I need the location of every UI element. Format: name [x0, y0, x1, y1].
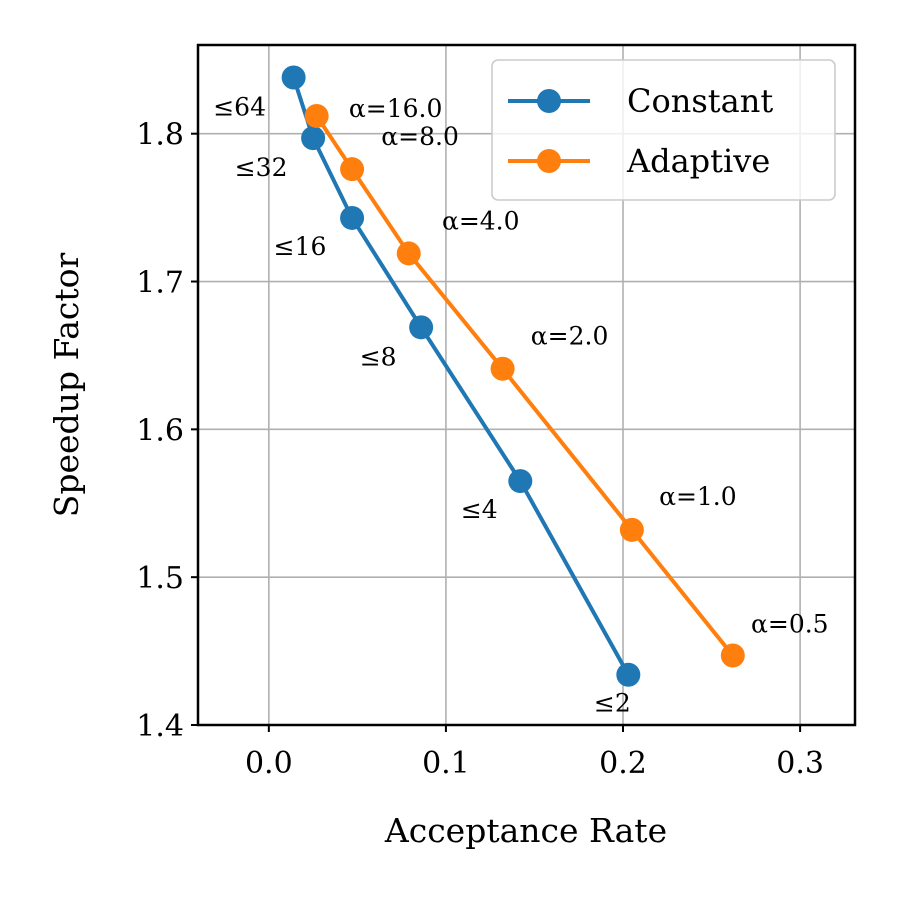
data-point-constant [508, 469, 533, 494]
data-point-adaptive [340, 157, 365, 182]
annotations: ≤64 ≤32 ≤16 ≤8 ≤4 ≤2 α=16.0α=8.0 α=4.0 α=2.0 α=1.… [213, 93, 828, 718]
point-label: ≤4 [461, 495, 498, 524]
point-label: ≤64 [213, 93, 266, 122]
legend-marker [537, 89, 561, 113]
data-point-adaptive [490, 356, 515, 381]
point-label: α=1.0 [659, 482, 737, 511]
legend-label: Adaptive [626, 142, 770, 180]
y-tick-label: 1.6 [136, 413, 184, 448]
y-tick-label: 1.4 [136, 709, 184, 744]
x-axis-label: Acceptance Rate [384, 811, 667, 850]
point-label: α=0.5 [751, 610, 829, 639]
legend-box [491, 59, 836, 201]
point-label: ≤2 [594, 689, 631, 718]
data-point-constant [301, 126, 326, 151]
data-point-adaptive [619, 517, 644, 542]
series-layer [281, 65, 745, 687]
data-point-adaptive [304, 103, 329, 128]
data-point-constant [281, 65, 306, 90]
y-tick-label: 1.7 [136, 266, 184, 301]
y-axis-label: Speedup Factor [47, 253, 86, 518]
legend-label: Constant [627, 82, 773, 120]
plot-frame [196, 43, 857, 727]
x-tick-label: 0.1 [422, 746, 470, 781]
point-label: α=2.0 [531, 322, 609, 351]
x-tick-label: 0.3 [776, 746, 824, 781]
y-tick-label: 1.8 [136, 118, 184, 153]
x-tick-label: 0.0 [245, 746, 293, 781]
point-label: α=16.0 [349, 94, 443, 123]
data-point-adaptive [720, 643, 745, 668]
data-point-constant [340, 205, 365, 230]
legend: Constant Adaptive [491, 59, 836, 201]
point-label: α=8.0 [381, 122, 459, 151]
data-point-adaptive [396, 241, 421, 266]
data-point-constant [616, 662, 641, 687]
ticks: 0.0 0.1 0.2 0.3 1.4 1.5 1.6 1.7 1.8 [136, 118, 824, 781]
data-point-constant [409, 315, 434, 340]
legend-marker [537, 149, 561, 173]
x-tick-label: 0.2 [599, 746, 647, 781]
point-label: ≤32 [235, 153, 288, 182]
y-tick-label: 1.5 [136, 561, 184, 596]
point-label: α=4.0 [442, 206, 520, 235]
point-label: ≤8 [360, 342, 397, 371]
point-label: ≤16 [274, 232, 327, 261]
